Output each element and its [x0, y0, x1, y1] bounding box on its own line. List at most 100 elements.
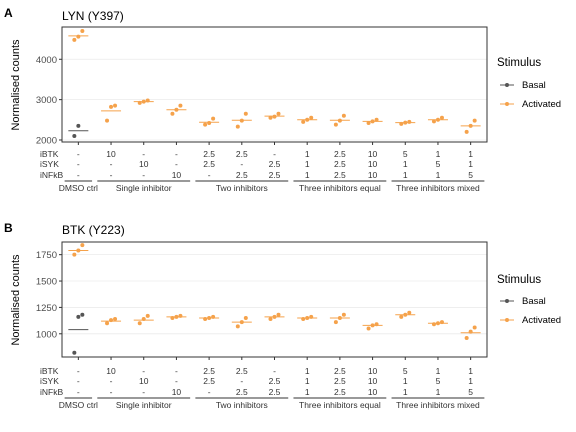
data-point-basal: [76, 123, 81, 128]
panel-a-legend: Stimulus Basal Activated: [497, 57, 561, 110]
legend-a-basal-dot: [505, 83, 509, 87]
group-label: Three inhibitors equal: [299, 183, 381, 193]
data-point-activated: [243, 111, 248, 116]
group-label: Two inhibitors: [216, 400, 268, 410]
condition-value: -: [110, 387, 113, 397]
condition-value: 5: [468, 387, 473, 397]
group-label: Three inhibitors equal: [299, 400, 381, 410]
condition-value: 5: [436, 159, 441, 169]
condition-value: -: [240, 376, 243, 386]
data-point-activated: [203, 122, 208, 127]
condition-value: 1: [305, 149, 310, 159]
y-tick-label: 3000: [36, 95, 57, 106]
condition-value: -: [77, 170, 80, 180]
condition-value: 2.5: [236, 170, 248, 180]
condition-value: 5: [468, 170, 473, 180]
data-point-activated: [113, 103, 118, 108]
condition-value: -: [240, 159, 243, 169]
condition-value: 2.5: [236, 366, 248, 376]
condition-value: 10: [106, 149, 116, 159]
data-point-activated: [76, 248, 81, 253]
condition-value: 2.5: [334, 366, 346, 376]
condition-value: 10: [172, 170, 182, 180]
data-point-activated: [137, 321, 142, 326]
condition-value: 10: [368, 387, 378, 397]
y-tick-label: 1250: [36, 303, 57, 314]
condition-value: 10: [368, 366, 378, 376]
data-point-activated: [472, 325, 477, 330]
data-point-activated: [203, 317, 208, 322]
data-point-activated: [72, 252, 77, 257]
condition-value: -: [142, 170, 145, 180]
condition-value: -: [77, 387, 80, 397]
condition-value: 2.5: [269, 376, 281, 386]
data-point-activated: [145, 98, 150, 103]
data-point-activated: [337, 315, 342, 320]
data-point-activated: [439, 115, 444, 120]
condition-value: 2.5: [236, 149, 248, 159]
condition-value: 2.5: [203, 149, 215, 159]
condition-value: -: [142, 149, 145, 159]
panel-b-ylabel: Normalised counts: [10, 254, 22, 346]
group-label: DMSO ctrl: [59, 400, 98, 410]
y-tick-label: 1750: [36, 250, 57, 261]
data-point-activated: [109, 104, 114, 109]
data-point-activated: [374, 322, 379, 327]
condition-value: -: [208, 170, 211, 180]
data-point-activated: [403, 312, 408, 317]
data-point-activated: [431, 119, 436, 124]
data-point-activated: [268, 115, 273, 120]
condition-value: 1: [403, 170, 408, 180]
condition-value: 2.5: [334, 149, 346, 159]
data-point-activated: [370, 119, 375, 124]
row-label-isyk: iSYK: [40, 159, 59, 169]
data-point-basal: [72, 133, 77, 138]
data-point-basal: [72, 350, 77, 355]
data-point-activated: [243, 315, 248, 320]
condition-value: 2.5: [269, 387, 281, 397]
data-point-activated: [72, 37, 77, 42]
condition-value: 1: [436, 366, 441, 376]
condition-value: 10: [368, 170, 378, 180]
row-label-isyk: iSYK: [40, 376, 59, 386]
data-point-activated: [468, 329, 473, 334]
condition-value: 1: [468, 376, 473, 386]
condition-value: 2.5: [334, 376, 346, 386]
condition-value: 2.5: [269, 159, 281, 169]
condition-value: 5: [436, 376, 441, 386]
data-point-activated: [235, 324, 240, 329]
condition-value: -: [273, 366, 276, 376]
panel-a-plot-area: 200030004000iBTKiSYKiNFkB---10---10---10…: [36, 26, 488, 193]
y-tick-label: 1000: [36, 329, 57, 340]
data-point-activated: [366, 121, 371, 126]
condition-value: -: [175, 149, 178, 159]
data-point-activated: [301, 119, 306, 124]
condition-value: -: [110, 376, 113, 386]
condition-value: -: [77, 366, 80, 376]
condition-value: 1: [403, 159, 408, 169]
row-label-ibtk: iBTK: [40, 366, 59, 376]
data-point-activated: [309, 314, 314, 319]
row-label-infkb: iNFkB: [40, 387, 63, 397]
condition-value: 1: [305, 387, 310, 397]
legend-b-basal-dot: [505, 299, 509, 303]
condition-value: 5: [403, 149, 408, 159]
data-point-activated: [80, 243, 85, 248]
panel-b: B BTK (Y223) Normalised counts 1000 1250 1…: [4, 221, 561, 410]
condition-value: 2.5: [334, 170, 346, 180]
data-point-activated: [141, 99, 146, 104]
data-point-activated: [174, 107, 179, 112]
condition-value: 10: [139, 376, 149, 386]
group-label: Three inhibitors mixed: [396, 183, 480, 193]
condition-value: -: [77, 149, 80, 159]
condition-value: 1: [305, 376, 310, 386]
data-point-activated: [333, 122, 338, 127]
data-point-activated: [268, 317, 273, 322]
data-point-activated: [207, 315, 212, 320]
data-point-activated: [211, 314, 216, 319]
y-tick-label: 2000: [36, 135, 57, 146]
data-point-activated: [178, 313, 183, 318]
condition-value: 10: [172, 387, 182, 397]
panel-a-title: LYN (Y397): [62, 9, 124, 23]
